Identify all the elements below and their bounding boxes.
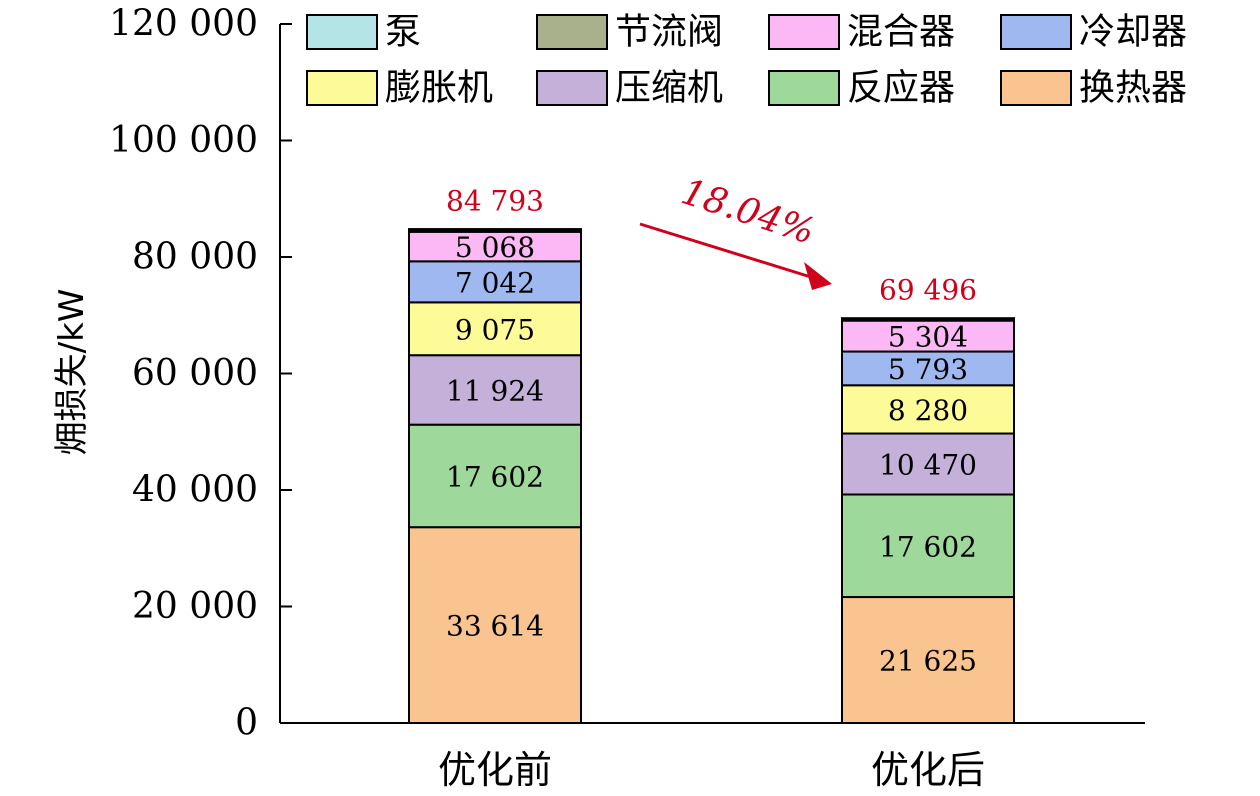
y-tick-label: 40 000 [132, 470, 258, 511]
legend-swatch [306, 70, 378, 106]
legend-swatch [536, 14, 608, 50]
legend-label: 泵 [385, 12, 421, 53]
legend-label: 膨胀机 [385, 68, 493, 109]
bar-segment [841, 493, 1015, 599]
legend-label: 压缩机 [615, 68, 723, 109]
bar-value-label: 7 042 [455, 266, 535, 299]
bar-value-label: 17 602 [446, 460, 544, 493]
y-tick-label: 100 000 [109, 120, 258, 161]
y-tick-label: 0 [235, 703, 258, 744]
bar-value-label: 33 614 [446, 610, 544, 643]
reduction-arrow-head [804, 262, 832, 290]
y-tick-label: 20 000 [132, 586, 258, 627]
legend-swatch [536, 70, 608, 106]
bar-total-label: 84 793 [446, 185, 544, 218]
legend-swatch [1000, 14, 1072, 50]
y-axis-label: 㶲损失/kW [52, 289, 92, 456]
bar-segment [841, 319, 1015, 353]
legend-swatch [768, 70, 840, 106]
axes: 0 20 000 40 000 60 000 80 000 100 000 120 000 㶲… [52, 4, 1145, 792]
bar-segment [408, 260, 582, 304]
x-tick-label: 优化后 [871, 748, 985, 792]
bar-segment [841, 432, 1015, 496]
bar-value-label: 8 280 [888, 394, 968, 427]
legend-label: 混合器 [847, 12, 955, 53]
bar-segment [841, 350, 1015, 387]
bar-segment [408, 301, 582, 357]
bar-value-label: 5 793 [888, 353, 968, 386]
legend-label: 反应器 [847, 68, 955, 109]
legend-label: 换热器 [1079, 68, 1187, 109]
legend-swatch [768, 14, 840, 50]
bar-value-label: 11 924 [446, 374, 544, 407]
bar-segment [408, 526, 582, 724]
bar-total-label: 69 496 [879, 274, 977, 307]
y-tick-label: 120 000 [109, 4, 258, 45]
bar-segment [841, 317, 1015, 320]
bar-value-label: 9 075 [455, 313, 535, 346]
y-tick-label: 80 000 [132, 237, 258, 278]
bar-value-label: 5 068 [455, 231, 535, 264]
legend-label: 冷却器 [1079, 12, 1187, 53]
bar-segment [408, 423, 582, 529]
legend-label: 节流阀 [615, 12, 723, 53]
bar-value-label: 21 625 [879, 645, 977, 678]
bar-value-label: 17 602 [879, 530, 977, 563]
legend-swatch [306, 14, 378, 50]
bar-value-label: 5 304 [888, 321, 968, 354]
legend-swatch [1000, 70, 1072, 106]
annotations: 18.04% [639, 171, 832, 290]
y-tick-label: 60 000 [132, 353, 258, 394]
bar-value-label: 10 470 [879, 449, 977, 482]
x-tick-label: 优化前 [438, 748, 552, 792]
reduction-arrow-line [639, 222, 815, 280]
bar-segment [408, 230, 582, 263]
bar-segment [408, 228, 582, 232]
